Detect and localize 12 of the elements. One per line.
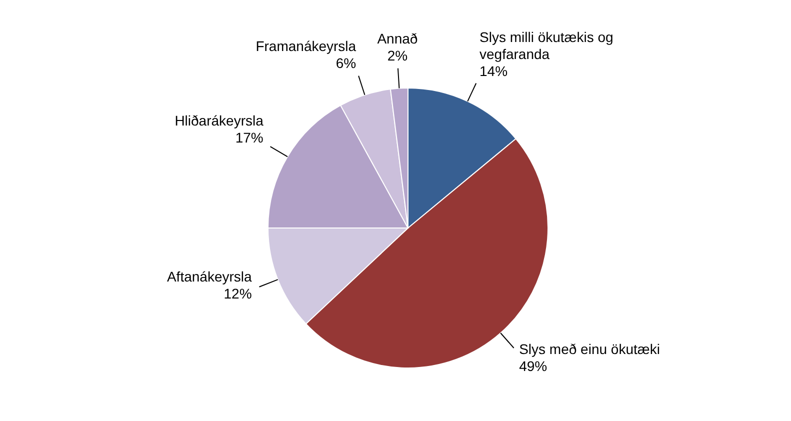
slice-label: Framanákeyrsla	[256, 38, 356, 54]
data-label: 12%	[224, 285, 252, 302]
slice-label: Annað	[377, 30, 418, 46]
data-label: 49%	[519, 358, 548, 374]
slice-label: Hliðarákeyrsla	[174, 112, 264, 128]
slice-label: Slys milli ökutækis og vegfaranda	[480, 28, 614, 62]
data-label: 17%	[235, 129, 264, 146]
data-label: 2%	[387, 47, 408, 64]
slice-label: Slys með einu ökutæki	[519, 341, 660, 358]
data-label: 14%	[480, 62, 508, 79]
slice-label: Aftanákeyrsla	[166, 268, 252, 284]
data-label: 6%	[336, 55, 356, 72]
